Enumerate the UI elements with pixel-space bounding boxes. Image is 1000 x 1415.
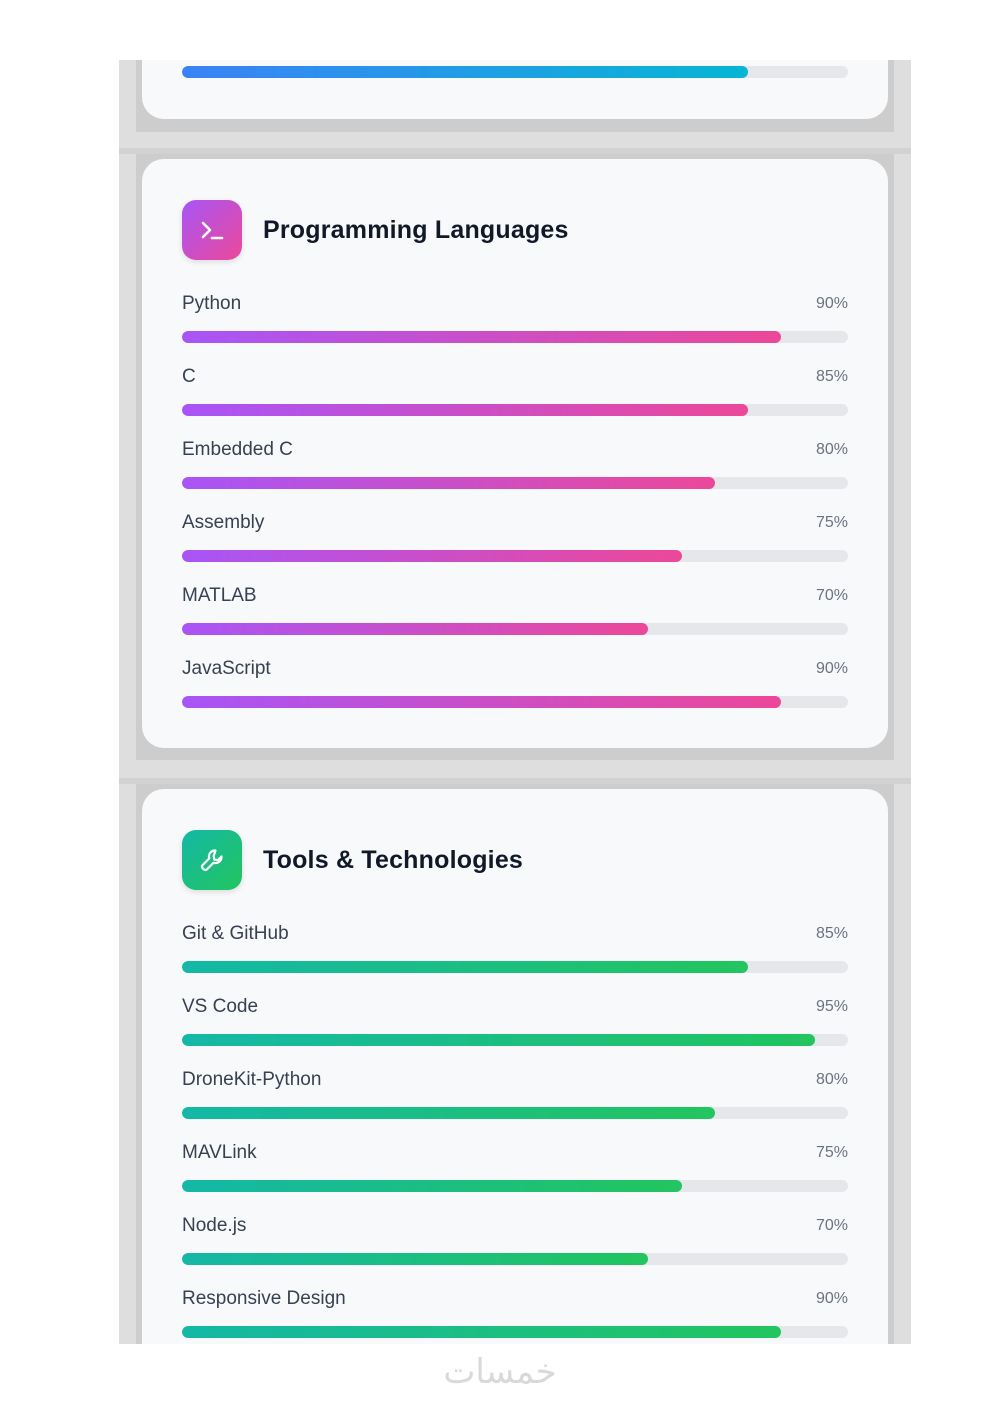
terminal-icon [182, 200, 242, 260]
skill-progress-bar [182, 331, 848, 343]
skill-progress-fill [182, 1180, 682, 1192]
skill-name: Embedded C [182, 439, 293, 460]
card-header: Tools & Technologies [182, 830, 523, 890]
skill-name: Python [182, 293, 242, 314]
skill-progress-bar [182, 1180, 848, 1192]
skill-percent: 95% [815, 998, 848, 1015]
skill-progress-bar [182, 550, 848, 562]
skill-percent: 85% [815, 925, 848, 942]
skill-name: Git & GitHub [182, 923, 289, 944]
skill-row: VS Code 95% [182, 996, 848, 1048]
skill-row: MATLAB 70% [182, 585, 848, 637]
skill-percent: 80% [815, 441, 848, 458]
programming-section: Programming Languages Python 90% C 85% Embed… [136, 154, 894, 760]
previous-skill-bar-fill [182, 66, 749, 78]
skill-percent: 90% [815, 295, 848, 312]
previous-skill-bar [182, 66, 848, 78]
skill-row: DroneKit-Python 80% [182, 1069, 848, 1121]
skill-name: C [182, 366, 196, 387]
skill-progress-fill [182, 1034, 815, 1046]
previous-skills-card [142, 60, 888, 119]
skill-progress-fill [182, 961, 749, 973]
programming-languages-card: Programming Languages Python 90% C 85% Embed… [142, 159, 888, 748]
skill-name: DroneKit-Python [182, 1069, 322, 1090]
skill-percent: 70% [815, 587, 848, 604]
skill-progress-fill [182, 550, 682, 562]
skill-name: MATLAB [182, 585, 257, 606]
skill-name: Node.js [182, 1215, 247, 1236]
skill-percent: 90% [815, 660, 848, 677]
section-divider [119, 778, 911, 784]
card-title: Programming Languages [263, 215, 569, 244]
skill-row: Assembly 75% [182, 512, 848, 564]
skill-name: Responsive Design [182, 1288, 346, 1309]
skill-progress-fill [182, 1107, 715, 1119]
skill-row: Node.js 70% [182, 1215, 848, 1267]
skill-progress-bar [182, 961, 848, 973]
wrench-icon [182, 830, 242, 890]
skill-percent: 75% [815, 514, 848, 531]
skill-row: Git & GitHub 85% [182, 923, 848, 975]
skill-percent: 70% [815, 1217, 848, 1234]
tools-technologies-card: Tools & Technologies Git & GitHub 85% VS C… [142, 789, 888, 1344]
skill-name: VS Code [182, 996, 259, 1017]
card-title: Tools & Technologies [263, 845, 524, 874]
skill-progress-fill [182, 1326, 782, 1338]
skill-row: Embedded C 80% [182, 439, 848, 491]
skill-progress-bar [182, 696, 848, 708]
skill-progress-bar [182, 404, 848, 416]
skill-name: JavaScript [182, 658, 271, 679]
previous-section [136, 60, 894, 132]
skill-row: JavaScript 90% [182, 658, 848, 710]
skill-row: Responsive Design 90% [182, 1288, 848, 1340]
skill-progress-bar [182, 1326, 848, 1338]
skill-percent: 85% [815, 368, 848, 385]
watermark-logo: خمسات [443, 1352, 557, 1392]
skill-progress-fill [182, 331, 782, 343]
skill-name: Assembly [182, 512, 265, 533]
skill-progress-fill [182, 404, 749, 416]
skill-progress-bar [182, 1034, 848, 1046]
skill-progress-fill [182, 1253, 649, 1265]
skill-row: MAVLink 75% [182, 1142, 848, 1194]
skill-row: C 85% [182, 366, 848, 418]
skill-progress-fill [182, 623, 649, 635]
skill-progress-fill [182, 477, 715, 489]
skill-progress-bar [182, 477, 848, 489]
section-divider [119, 148, 911, 154]
skill-progress-bar [182, 1253, 848, 1265]
skill-percent: 80% [815, 1071, 848, 1088]
skill-progress-bar [182, 1107, 848, 1119]
skill-progress-bar [182, 623, 848, 635]
skill-percent: 90% [815, 1290, 848, 1307]
tools-section: Tools & Technologies Git & GitHub 85% VS C… [136, 784, 894, 1344]
skill-row: Python 90% [182, 293, 848, 345]
card-header: Programming Languages [182, 200, 569, 260]
screenshot-frame: Programming Languages Python 90% C 85% Embed… [119, 60, 911, 1344]
skill-name: MAVLink [182, 1142, 257, 1163]
skill-progress-fill [182, 696, 782, 708]
skill-percent: 75% [815, 1144, 848, 1161]
